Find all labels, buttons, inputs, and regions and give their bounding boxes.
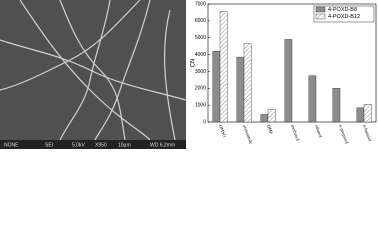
bar — [308, 75, 317, 123]
bar — [260, 114, 269, 123]
y-tick-label: 6000 — [195, 18, 206, 24]
legend-label: 4-POXD-B8 — [328, 7, 357, 13]
bar — [236, 56, 245, 123]
bar — [243, 43, 252, 123]
caption-field: 5.0kV — [72, 142, 85, 148]
legend-swatch — [315, 13, 326, 20]
caption-field: WD 6.2mm — [150, 142, 175, 148]
figure: NONE SEI 5.0kV X950 10μm WD 6.2mm 0 1000 2000 30… — [0, 0, 377, 149]
legend-swatch — [315, 6, 326, 13]
x-tick-label: ethanol — [314, 124, 323, 139]
bar — [212, 51, 221, 123]
x-tick-label: n-propanol — [338, 124, 350, 145]
bar — [267, 109, 276, 123]
bar — [219, 11, 228, 123]
caption-field: 10μm — [118, 142, 131, 148]
y-tick-label: 0 — [203, 119, 206, 125]
y-tick-label: 5000 — [195, 35, 206, 41]
bar — [284, 39, 293, 123]
x-tick-label: n-butanol — [362, 124, 373, 143]
y-tick-label: 4000 — [195, 52, 206, 58]
caption-field: NONE — [4, 142, 19, 148]
bar — [356, 107, 365, 123]
x-tick-label: DMF — [266, 124, 274, 135]
y-axis-label: CN — [191, 59, 197, 68]
legend-box — [313, 5, 375, 23]
legend-label: 4-POXD-B12 — [328, 14, 360, 20]
y-tick-label: 2000 — [195, 86, 206, 92]
bar — [363, 104, 372, 123]
caption-field: X950 — [95, 142, 107, 148]
y-tick-label: 3000 — [195, 69, 206, 75]
x-tick-label: DMSO — [218, 124, 227, 139]
x-tick-label: acetonitrile — [242, 124, 254, 145]
y-tick-label: 1000 — [195, 102, 206, 108]
y-tick-label: 7000 — [195, 1, 206, 7]
bar — [332, 88, 341, 123]
caption-field: SEI — [45, 142, 53, 148]
sem-image: NONE SEI 5.0kV X950 10μm WD 6.2mm — [0, 0, 187, 149]
x-tick-label: methanol — [290, 124, 301, 142]
